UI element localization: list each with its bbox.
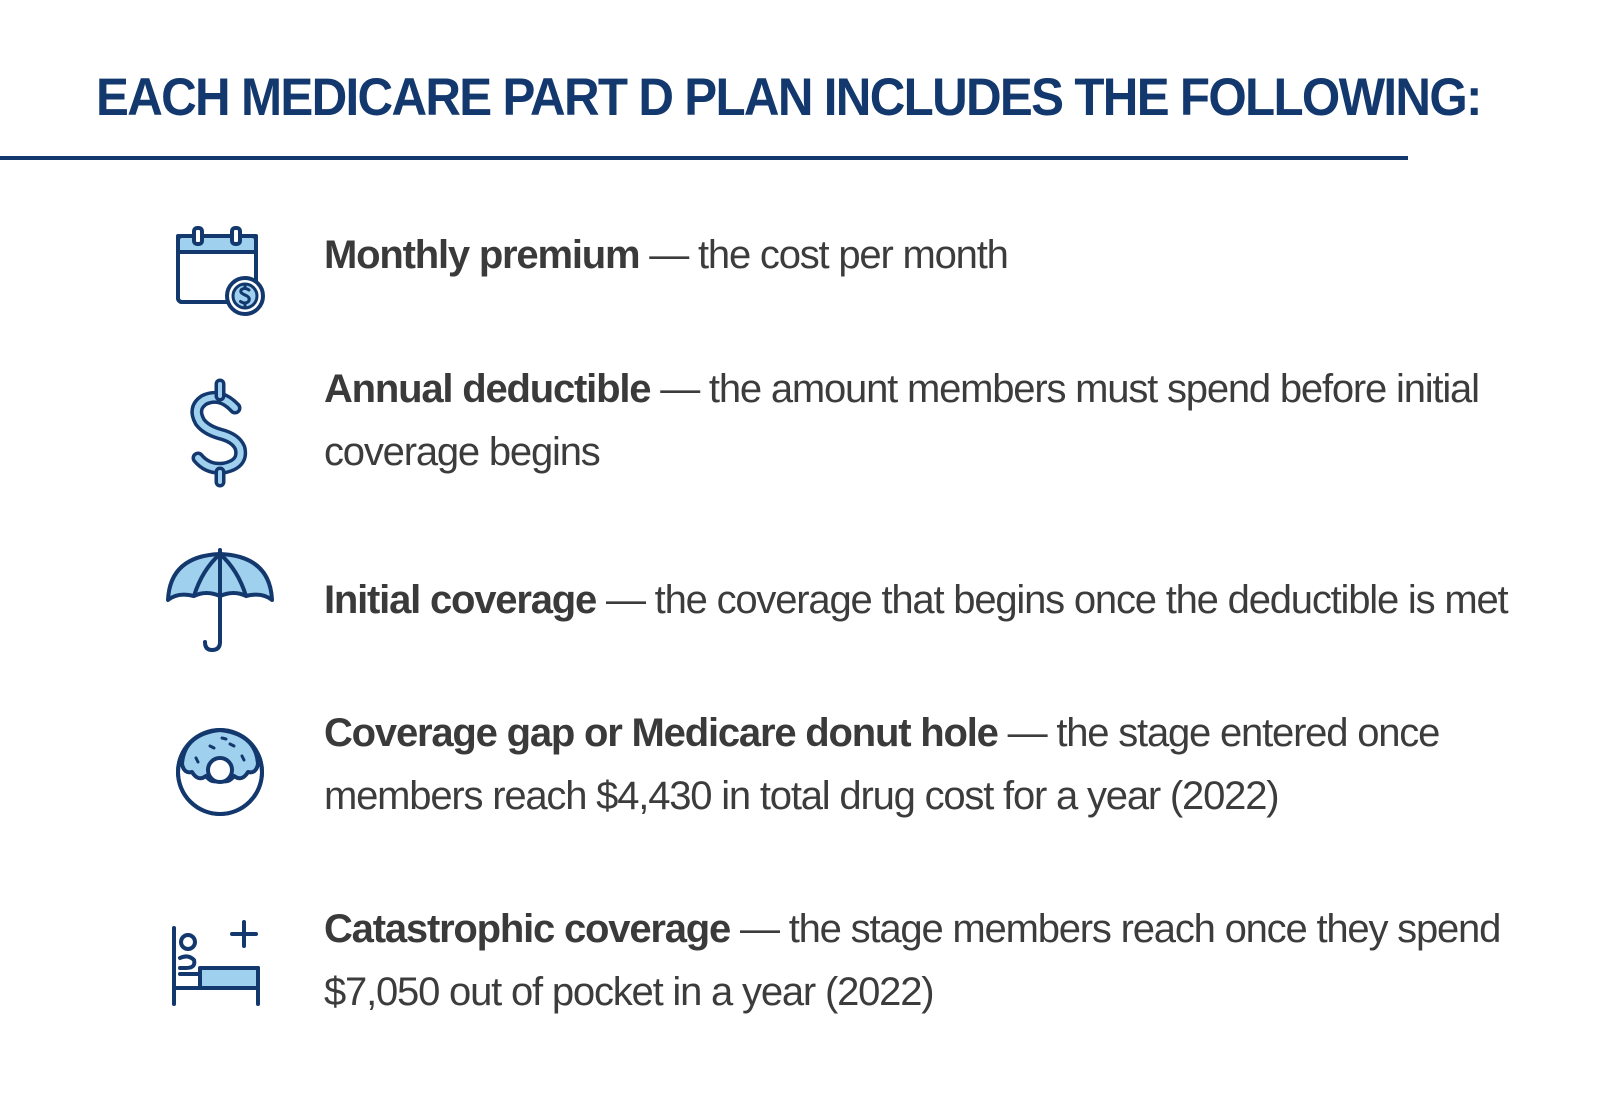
- item-separator: —: [997, 711, 1057, 755]
- umbrella-icon: [160, 540, 280, 660]
- item-text: Annual deductible — the amount members m…: [324, 358, 1594, 484]
- item-separator: —: [650, 367, 709, 411]
- item-term: Coverage gap or Medicare donut hole: [324, 711, 999, 755]
- item-description: the coverage that begins once the deduct…: [654, 578, 1509, 622]
- item-term: Catastrophic coverage: [324, 907, 731, 951]
- item-text: Initial coverage — the coverage that beg…: [324, 569, 1594, 632]
- item-separator: —: [639, 233, 698, 277]
- item-text: Monthly premium — the cost per month: [324, 224, 1594, 287]
- item-description: the cost per month: [697, 233, 1009, 277]
- page-title: EACH MEDICARE PART D PLAN INCLUDES THE F…: [96, 68, 1482, 127]
- item-text: Catastrophic coverage — the stage member…: [324, 898, 1594, 1024]
- donut-icon: [160, 712, 280, 832]
- calendar-dollar-icon: [160, 216, 280, 336]
- item-description: the stage entered once members reach $4,…: [324, 711, 1440, 818]
- item-text: Coverage gap or Medicare donut hole — th…: [324, 702, 1594, 828]
- dollar-sign-icon: [160, 372, 280, 492]
- hospital-bed-icon: [160, 908, 280, 1028]
- item-term: Monthly premium: [324, 233, 641, 277]
- item-term: Initial coverage: [324, 578, 597, 622]
- item-separator: —: [730, 907, 789, 951]
- item-term: Annual deductible: [324, 367, 651, 411]
- item-description: the amount members must spend before ini…: [324, 367, 1480, 474]
- heading-divider: [0, 156, 1408, 160]
- item-separator: —: [596, 578, 655, 622]
- item-description: the stage members reach once they spend …: [324, 907, 1501, 1014]
